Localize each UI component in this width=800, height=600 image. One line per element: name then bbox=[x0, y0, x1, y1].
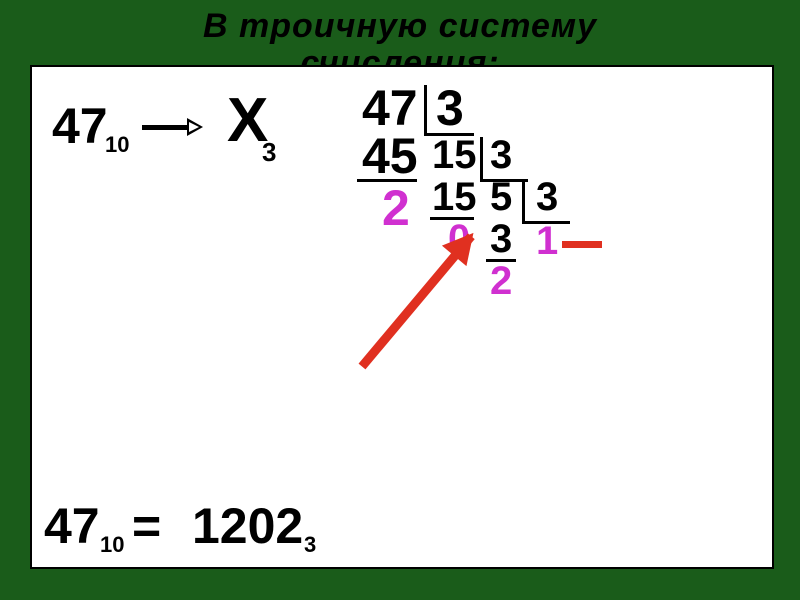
equals-sign: = bbox=[132, 497, 161, 555]
content-frame: 47 10 X 3 47 3 45 2 15 3 15 0 5 3 3 2 1 … bbox=[30, 65, 774, 569]
red-underline bbox=[562, 241, 602, 248]
calc-3d: 3 bbox=[490, 217, 512, 262]
remainder-2a: 2 bbox=[382, 179, 410, 237]
calc-5: 5 bbox=[490, 175, 512, 220]
red-arrow-icon bbox=[359, 233, 475, 369]
result-47: 47 bbox=[44, 497, 100, 555]
div-bracket-v3 bbox=[522, 181, 525, 223]
div-bracket-v1 bbox=[424, 85, 427, 135]
title-line-1: В троичную систему bbox=[203, 7, 597, 45]
calc-15b: 15 bbox=[432, 175, 477, 220]
quotient-1: 1 bbox=[536, 219, 558, 264]
value-47-left: 47 bbox=[52, 97, 108, 155]
subscript-10-left: 10 bbox=[105, 132, 129, 158]
subscript-3-x: 3 bbox=[262, 137, 276, 168]
remainder-2b: 2 bbox=[490, 259, 512, 304]
calc-15a: 15 bbox=[432, 133, 477, 178]
result-sub3: 3 bbox=[304, 532, 316, 558]
calc-45: 45 bbox=[362, 127, 418, 185]
calc-3c: 3 bbox=[536, 175, 558, 220]
arrow-head-icon bbox=[187, 118, 203, 136]
result-1202: 1202 bbox=[192, 497, 303, 555]
result-sub10: 10 bbox=[100, 532, 124, 558]
div-bracket-v2 bbox=[480, 137, 483, 181]
calc-3b: 3 bbox=[490, 133, 512, 178]
calc-3a: 3 bbox=[436, 79, 464, 137]
arrow-body bbox=[142, 125, 187, 130]
